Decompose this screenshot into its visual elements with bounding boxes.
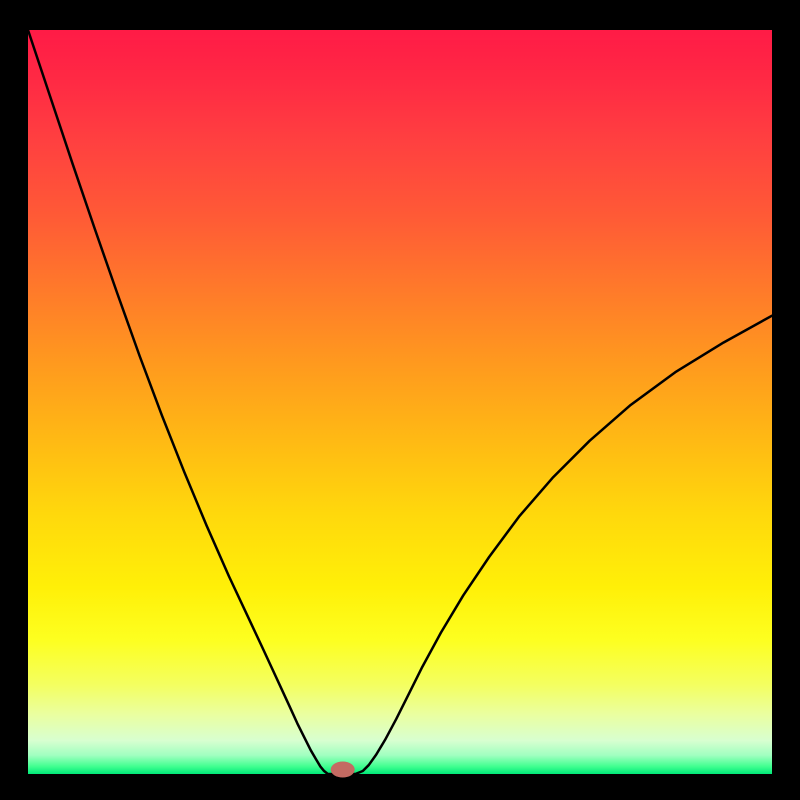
optimal-point-marker [331,762,355,778]
bottleneck-chart [0,0,800,800]
chart-plot-area [28,30,772,774]
chart-container: TheBottleneck.com [0,0,800,800]
